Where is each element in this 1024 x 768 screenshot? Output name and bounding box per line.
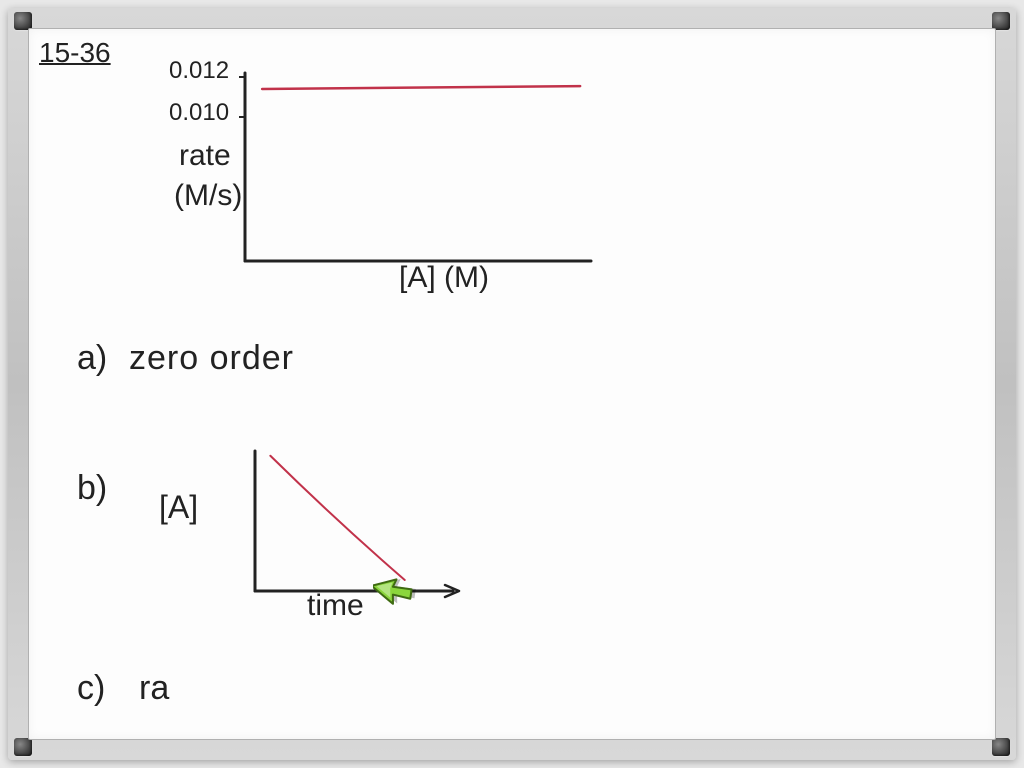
chart1-ylabel: rate	[179, 139, 231, 173]
chart2-ylabel: [A]	[159, 489, 198, 526]
answer-b-label: b)	[77, 469, 107, 508]
answer-c-text: ra	[139, 669, 169, 708]
chart1-ytick-1: 0.010	[169, 99, 229, 127]
chart1-yunit: (M/s)	[174, 179, 242, 213]
answer-a-text: zero order	[129, 339, 294, 378]
problem-number: 15-36	[39, 37, 111, 69]
chart1-ytick-0: 0.012	[169, 57, 229, 85]
whiteboard-surface: 15-36 0.012 0.010 rate (M/s) [A] (M) a) …	[28, 28, 996, 740]
rate-vs-concentration-chart	[237, 71, 597, 281]
chart2-xlabel: time	[307, 589, 364, 623]
bolt-icon	[992, 738, 1010, 756]
bolt-icon	[14, 738, 32, 756]
cursor-arrow-icon	[373, 561, 421, 609]
chart1-xlabel: [A] (M)	[399, 261, 489, 295]
whiteboard-frame: 15-36 0.012 0.010 rate (M/s) [A] (M) a) …	[8, 8, 1016, 760]
answer-a-label: a)	[77, 339, 107, 378]
answer-c-label: c)	[77, 669, 105, 708]
concentration-vs-time-chart	[247, 449, 467, 609]
